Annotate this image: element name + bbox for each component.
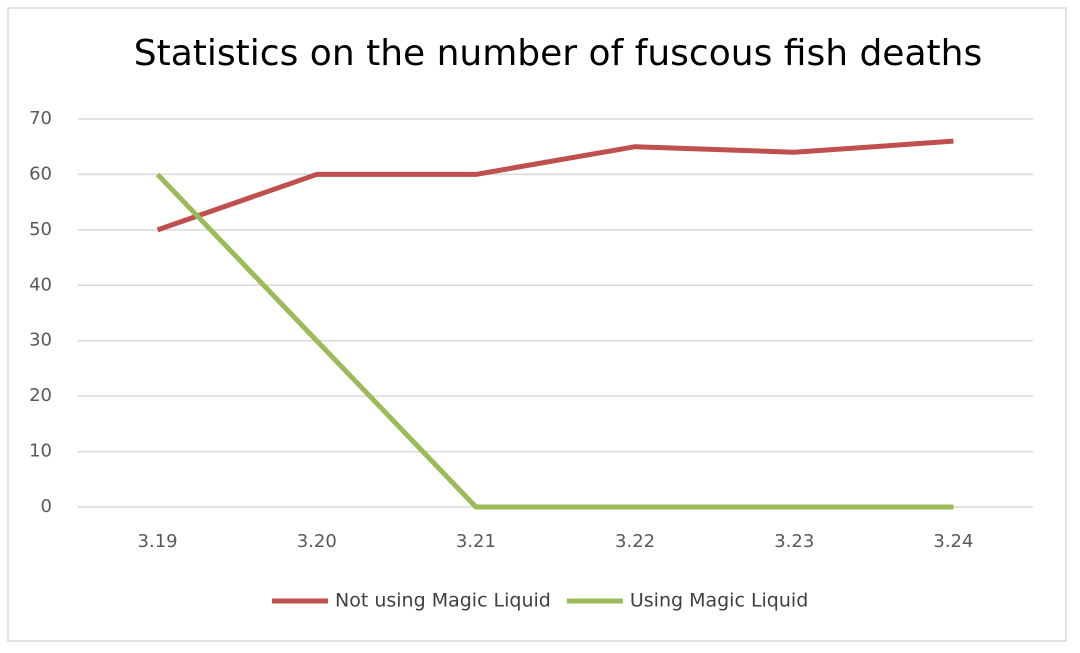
- y-tick-label: 0: [41, 496, 52, 517]
- chart-frame: [7, 7, 1067, 642]
- x-tick-label: 3.21: [456, 531, 496, 552]
- x-tick-label: 3.24: [933, 531, 973, 552]
- x-tick-label: 3.20: [297, 531, 337, 552]
- x-tick-label: 3.23: [774, 531, 814, 552]
- x-tick-label: 3.22: [615, 531, 655, 552]
- legend-label: Not using Magic Liquid: [335, 590, 551, 612]
- y-tick-label: 50: [29, 219, 52, 240]
- data-line: [155, 172, 954, 510]
- y-tick-label: 40: [29, 274, 52, 295]
- x-tick-label: 3.19: [138, 531, 178, 552]
- y-tick-label: 20: [29, 385, 52, 406]
- y-tick-label: 30: [29, 330, 52, 351]
- legend-label: Using Magic Liquid: [630, 590, 808, 612]
- y-tick-label: 60: [29, 163, 52, 184]
- chart-title: Statistics on the number of fuscous fish…: [134, 33, 982, 74]
- data-line: [156, 138, 954, 233]
- y-tick-label: 10: [29, 441, 52, 462]
- y-tick-label: 70: [29, 108, 52, 129]
